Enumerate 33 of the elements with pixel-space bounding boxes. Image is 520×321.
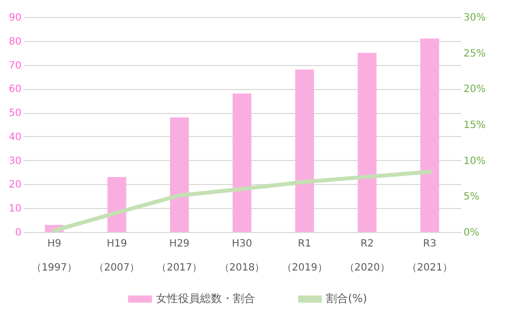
y-tick-label: 40 [8, 132, 22, 143]
bar [358, 52, 377, 232]
category-label: R2 （2020） [344, 238, 390, 274]
y2-tick-label: 20% [464, 84, 486, 96]
y2-tick-label: 5% [464, 192, 480, 203]
category-label: H9 （1997） [32, 238, 78, 274]
y2-tick-label: 25% [464, 48, 486, 60]
bar [420, 38, 440, 232]
category-label: R1 （2019） [282, 238, 328, 274]
category-label: H19 （2007） [94, 238, 140, 274]
y-tick-label: 30 [8, 156, 22, 167]
y2-tick-label: 30% [464, 12, 486, 24]
y-tick-label: 60 [8, 84, 22, 96]
legend-label: 割合(%) [326, 292, 368, 306]
bar [295, 70, 314, 232]
category-label: H29 （2017） [156, 238, 202, 274]
y-tick-label: 70 [8, 60, 22, 72]
y-tick-label: 20 [8, 180, 22, 191]
bar [107, 177, 126, 232]
y-tick-label: 90 [8, 12, 22, 24]
category-label: R3 （2021） [406, 238, 452, 274]
y2-tick-label: 0% [464, 228, 480, 238]
y2-tick-label: 15% [464, 120, 486, 131]
bar [232, 93, 252, 232]
y-tick-label: 80 [8, 36, 22, 48]
y-tick-label: 10 [8, 204, 22, 215]
bar [170, 117, 189, 232]
line-series [52, 170, 432, 233]
legend-label: 女性役員総数・割合 [156, 292, 255, 306]
y2-tick-label: 10% [464, 156, 486, 167]
category-label: H30 （2018） [219, 238, 265, 274]
y-tick-label: 50 [8, 108, 22, 120]
y-tick-label: 0 [15, 228, 22, 238]
